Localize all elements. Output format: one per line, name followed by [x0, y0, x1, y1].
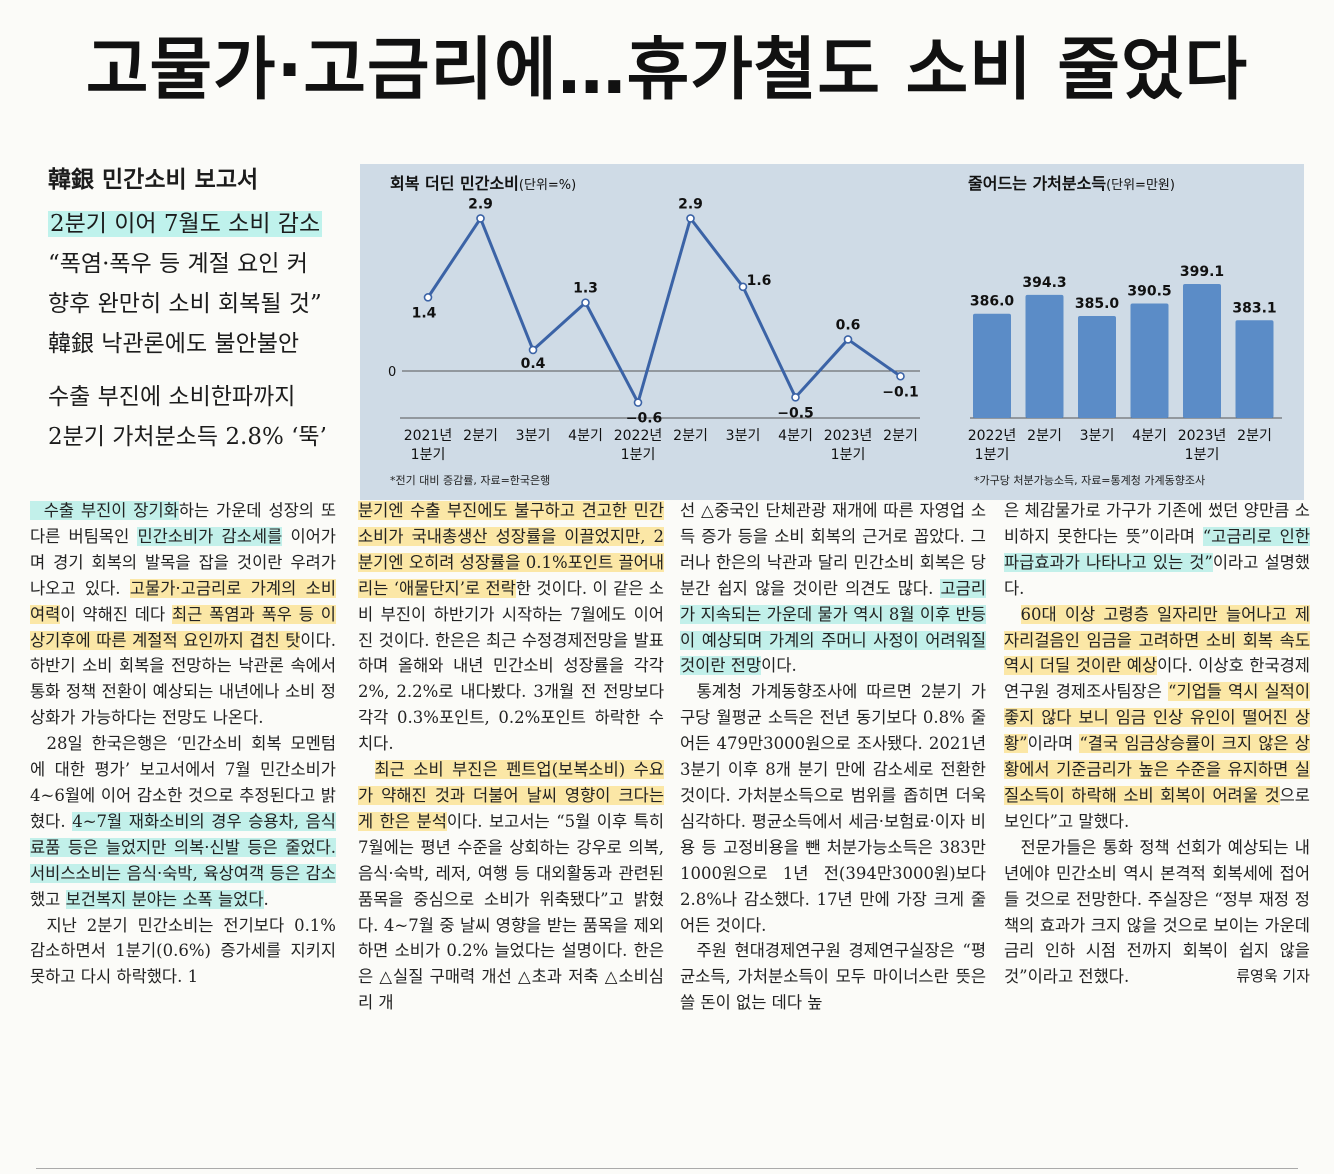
line-tick-label: 4분기: [778, 428, 813, 444]
kicker: 韓銀 민간소비 보고서: [48, 167, 259, 193]
bar: [1235, 320, 1274, 418]
subhead-1: 2분기 이어 7월도 소비 감소: [48, 211, 323, 237]
bar: [1130, 303, 1169, 418]
line-chart-unit: (단위=%): [519, 178, 576, 193]
bar-chart-title: 줄어드는 가처분소득: [968, 174, 1106, 193]
line-point: [476, 214, 485, 223]
line-data-label: 0.6: [836, 317, 861, 333]
line-point: [581, 298, 590, 307]
line-data-label: −0.6: [626, 411, 663, 427]
line-point: [843, 335, 853, 344]
line-data-label: −0.5: [777, 405, 814, 421]
subhead-6: 2분기 가처분소득 2.8% ‘뚝’: [48, 424, 327, 450]
bar-tick-label: 1분기: [1185, 447, 1220, 463]
chart-panel: 회복 더딘 민간소비(단위=%) 줄어드는 가처분소득(단위=만원) 0 1.4…: [360, 164, 1304, 500]
line-tick-label: 1분기: [621, 447, 656, 463]
line-data-label: 0.4: [521, 356, 546, 372]
line-tick-label: 2021년: [404, 428, 453, 444]
zero-label: 0: [388, 365, 396, 380]
bar-data-label: 390.5: [1127, 283, 1171, 299]
bar: [973, 313, 1011, 418]
bar: [1025, 294, 1064, 418]
line-tick-label: 2분기: [463, 428, 498, 444]
line-tick-label: 2분기: [883, 428, 918, 444]
line-data-label: 1.4: [412, 305, 437, 321]
subhead-2: “폭염·폭우 등 계절 요인 커: [48, 251, 308, 277]
line-data-label: 1.3: [573, 281, 598, 297]
bar-tick-label: 2분기: [1027, 428, 1062, 444]
subhead-3: 향후 완만히 소비 회복될 것”: [48, 291, 322, 317]
line-point: [423, 293, 433, 302]
line-data-label: −0.1: [882, 384, 919, 400]
subhead-5: 수출 부진에 소비한파까지: [48, 384, 296, 410]
article-column-1: 수출 부진이 장기화하는 가운데 성장의 또 다른 버팀목인 민간소비가 감소세…: [30, 501, 337, 987]
byline: 류영욱 기자: [1236, 967, 1310, 986]
bar-data-label: 386.0: [970, 294, 1015, 310]
line-tick-label: 2022년: [614, 428, 663, 444]
line-tick-label: 3분기: [516, 428, 551, 444]
bar-tick-label: 3분기: [1080, 428, 1115, 444]
svg-text:줄어드는 가처분소득(단위=만원): 줄어드는 가처분소득(단위=만원): [968, 174, 1175, 193]
article-column-2: 분기엔 수출 부진에도 불구하고 견고한 민간소비가 국내총생산 성장률을 이끌…: [358, 501, 665, 1013]
line-point: [633, 398, 643, 407]
svg-text:회복 더딘 민간소비(단위=%): 회복 더딘 민간소비(단위=%): [390, 174, 576, 193]
line-tick-label: 4분기: [568, 428, 603, 444]
line-chart-title: 회복 더딘 민간소비: [390, 174, 519, 193]
charts-svg: 회복 더딘 민간소비(단위=%) 줄어드는 가처분소득(단위=만원) 0 1.4…: [388, 174, 1282, 487]
line-tick-label: 2023년: [824, 428, 873, 444]
line-data-label: 2.9: [678, 196, 703, 212]
bar-tick-label: 4분기: [1132, 428, 1167, 444]
article-column-4: 은 체감물가로 가구가 기존에 썼던 양만큼 소비하지 못한다는 뜻”이라며 “…: [1004, 498, 1310, 990]
line-point: [791, 393, 800, 402]
bar-data-label: 385.0: [1075, 296, 1120, 312]
line-point: [738, 282, 748, 292]
line-tick-label: 1분기: [831, 447, 866, 463]
bar-data-label: 399.1: [1180, 264, 1224, 280]
line-series: [426, 216, 902, 405]
bar: [1183, 284, 1221, 418]
bottom-rule: [36, 1168, 1298, 1169]
bar-chart-unit: (단위=만원): [1106, 178, 1175, 193]
bar-tick-label: 2023년: [1178, 428, 1227, 444]
bar-data-label: 394.3: [1022, 275, 1066, 291]
line-point: [896, 371, 905, 381]
headline: 고물가·고금리에…휴가철도 소비 줄었다: [85, 31, 1249, 110]
article-column-3: 선 △중국인 단체관광 재개에 따른 자영업 소득 증가 등을 소비 회복의 근…: [680, 501, 986, 1013]
bar-tick-label: 2022년: [968, 428, 1017, 444]
line-data-label: 1.6: [747, 273, 772, 289]
line-point: [528, 345, 538, 355]
bar-tick-label: 1분기: [975, 447, 1010, 463]
bar-data-label: 383.1: [1232, 300, 1276, 316]
line-point: [686, 214, 695, 223]
subhead-4: 韓銀 낙관론에도 불안불안: [48, 331, 300, 357]
line-tick-label: 2분기: [673, 428, 708, 444]
line-tick-label: 1분기: [411, 447, 446, 463]
bar-tick-label: 2분기: [1237, 428, 1272, 444]
line-tick-label: 3분기: [726, 428, 761, 444]
bar: [1078, 315, 1116, 418]
bar-chart-footnote: *가구당 처분가능소득, 자료=통계청 가계동향조사: [974, 474, 1205, 487]
line-chart-footnote: *전기 대비 증감률, 자료=한국은행: [390, 474, 550, 487]
line-data-label: 2.9: [468, 196, 493, 212]
